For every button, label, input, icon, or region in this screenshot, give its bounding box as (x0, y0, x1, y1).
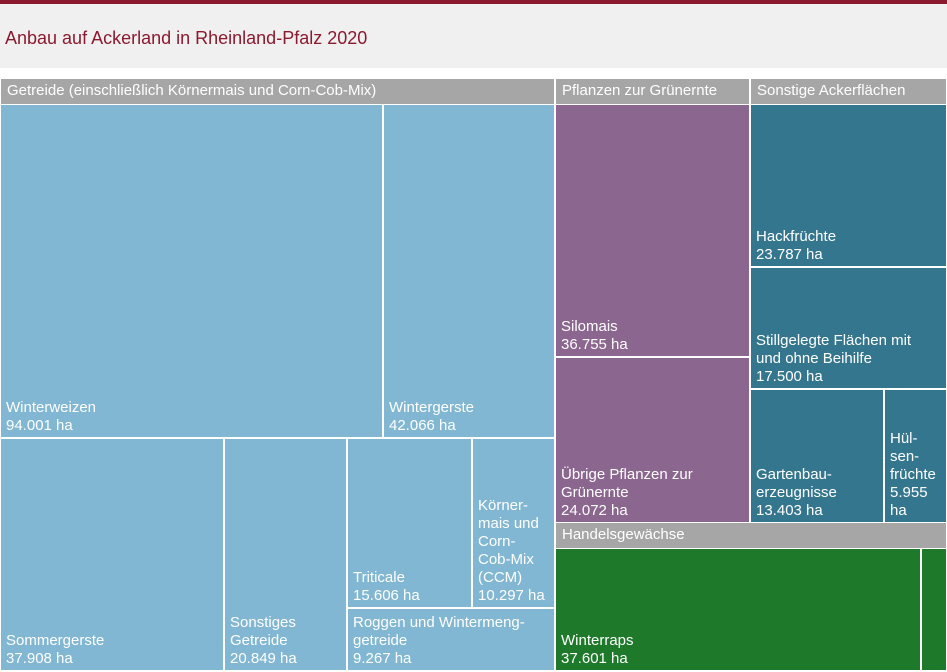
tile-value: 94.001 ha (6, 417, 73, 434)
chart-title: Anbau auf Ackerland in Rheinland-Pfalz 2… (5, 28, 368, 48)
tile-koerner: Körner- mais und Corn- Cob-Mix (CCM) 10.2… (473, 439, 554, 607)
tile-label: Sonstiges Getreide (230, 614, 296, 649)
tile-gartenbau: Gartenbau- erzeugnisse 13.403 ha (751, 390, 883, 522)
tile-label: Silomais (561, 318, 618, 335)
tile-label: Wintergerste (389, 399, 475, 416)
tile-triticale: Triticale 15.606 ha (348, 439, 471, 607)
tile-label: Gartenbau- erzeugnisse (756, 466, 837, 501)
tile-value: 5.955 ha (890, 484, 928, 519)
group-header-pflanzen: Pflanzen zur Grünernte (556, 79, 749, 104)
tile-roggen-und-wintermeng: Roggen und Wintermeng- getreide 9.267 ha (348, 609, 554, 670)
tile-label: Stillgelegte Flächen mit und ohne Beihil… (756, 332, 912, 367)
tile-label: Hül- sen- früchte (890, 430, 936, 483)
tile-huel: Hül- sen- früchte 5.955 ha (885, 390, 946, 522)
tile-value: 9.267 ha (353, 650, 412, 667)
tile-sommergerste: Sommergerste 37.908 ha (1, 439, 223, 670)
tile-uebrige-pflanzen-zur: Übrige Pflanzen zur Grünernte 24.072 ha (556, 358, 749, 522)
tile-value: 10.297 ha (478, 587, 545, 604)
tile-value: 15.606 ha (353, 587, 420, 604)
top-accent-bar (0, 0, 947, 4)
tile-value: 37.908 ha (6, 650, 73, 667)
tile-value: 20.849 ha (230, 650, 297, 667)
tile-hackfruechte: Hackfrüchte 23.787 ha (751, 105, 946, 266)
group-header-handelsgewaechse: Handelsgewächse (556, 523, 946, 548)
tile-unlabeled-3-1 (922, 549, 946, 670)
tile-value: 17.500 ha (756, 368, 823, 385)
tile-sonstiges: Sonstiges Getreide 20.849 ha (225, 439, 346, 670)
tile-value: 36.755 ha (561, 336, 628, 353)
tile-label: Winterraps (561, 632, 634, 649)
tile-label: Triticale (353, 569, 405, 586)
tile-winterraps: Winterraps 37.601 ha (556, 549, 920, 670)
tile-label: Körner- mais und Corn- Cob-Mix (CCM) (478, 497, 539, 586)
tile-wintergerste: Wintergerste 42.066 ha (384, 105, 554, 437)
tile-stillgelegte-flaechen-mit: Stillgelegte Flächen mit und ohne Beihil… (751, 268, 946, 388)
tile-value: 13.403 ha (756, 502, 823, 519)
tile-label: Winterweizen (6, 399, 97, 416)
tile-label: Roggen und Wintermeng- getreide (353, 614, 525, 649)
tile-value: 37.601 ha (561, 650, 628, 667)
group-header-getreide: Getreide (einschließlich Körnermais und … (1, 79, 554, 104)
tile-value: 23.787 ha (756, 246, 823, 263)
tile-silomais: Silomais 36.755 ha (556, 105, 749, 356)
chart-header: Anbau auf Ackerland in Rheinland-Pfalz 2… (0, 4, 947, 68)
tile-value: 24.072 ha (561, 502, 628, 519)
tile-winterweizen: Winterweizen 94.001 ha (1, 105, 382, 437)
group-header-sonstige: Sonstige Ackerflächen (751, 79, 946, 104)
tile-value: 42.066 ha (389, 417, 456, 434)
tile-label: Hackfrüchte (756, 228, 837, 245)
tile-label: Übrige Pflanzen zur Grünernte (561, 466, 693, 501)
tile-label: Sommergerste (6, 632, 105, 649)
